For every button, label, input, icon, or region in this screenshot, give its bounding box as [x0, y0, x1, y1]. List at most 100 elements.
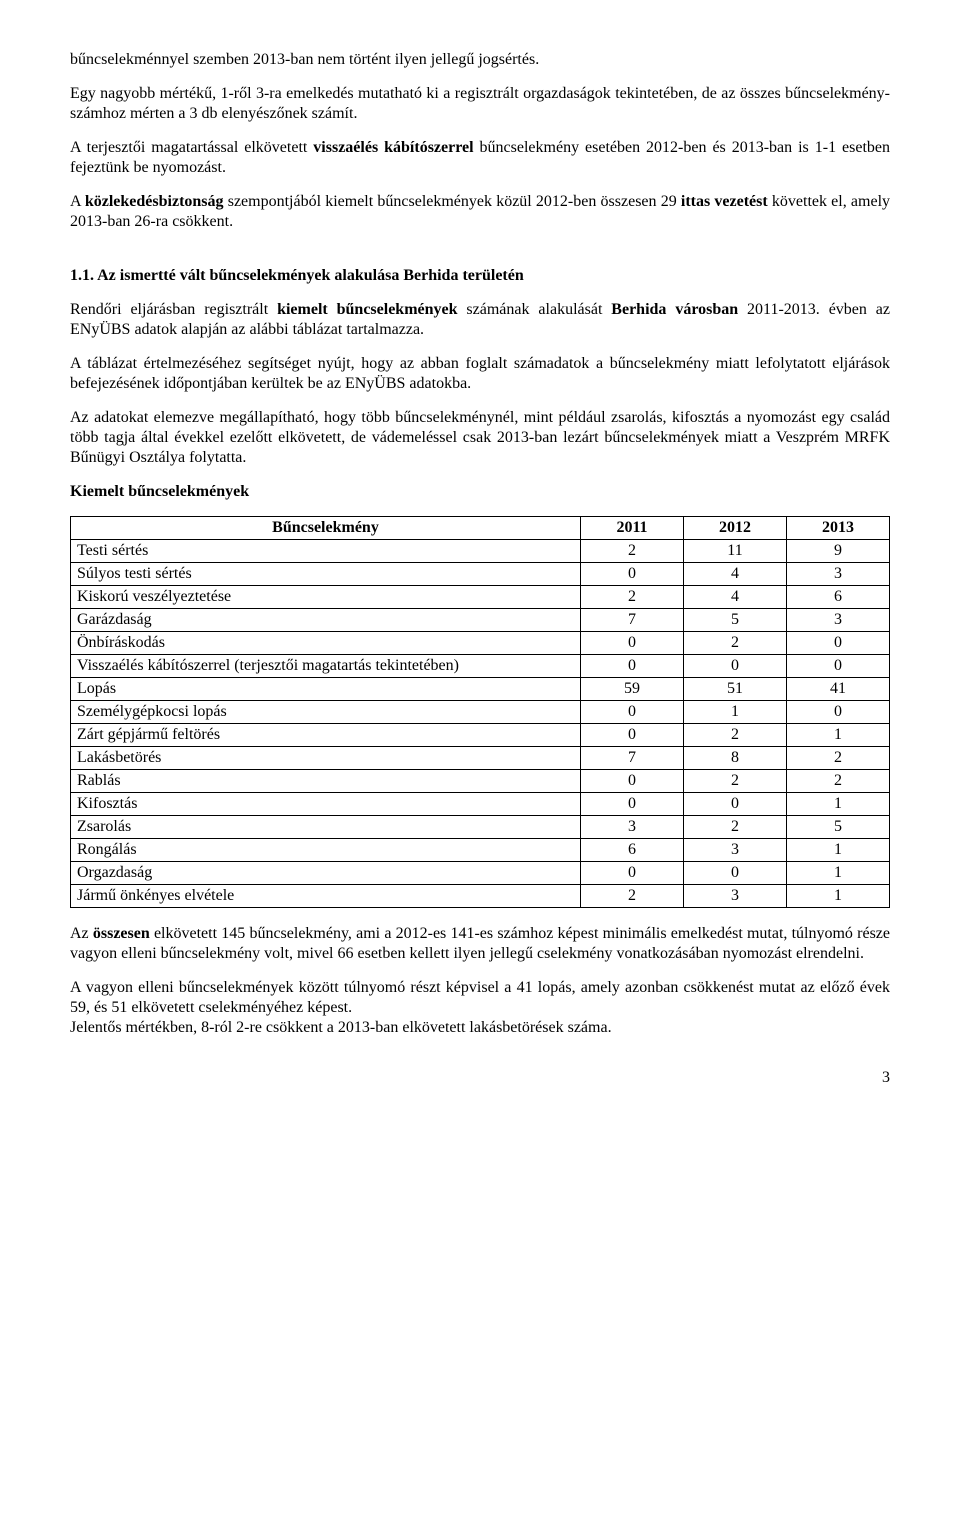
col-header-2013: 2013 — [787, 517, 890, 540]
paragraph: A közlekedésbiztonság szempontjából kiem… — [70, 192, 890, 232]
table-row: Kifosztás001 — [71, 793, 890, 816]
crime-value: 3 — [787, 609, 890, 632]
bold-text: Berhida városban — [611, 301, 738, 318]
table-row: Zárt gépjármű feltörés021 — [71, 724, 890, 747]
crime-name: Kifosztás — [71, 793, 581, 816]
crime-name: Önbíráskodás — [71, 632, 581, 655]
text: szempontjából kiemelt bűncselekmények kö… — [224, 193, 681, 210]
table-row: Kiskorú veszélyeztetése246 — [71, 586, 890, 609]
crime-value: 2 — [787, 770, 890, 793]
crime-value: 2 — [581, 885, 684, 908]
paragraph: A terjesztői magatartással elkövetett vi… — [70, 138, 890, 178]
crime-value: 5 — [684, 609, 787, 632]
crime-value: 6 — [581, 839, 684, 862]
crime-value: 9 — [787, 540, 890, 563]
table-row: Zsarolás325 — [71, 816, 890, 839]
crime-value: 6 — [787, 586, 890, 609]
crime-name: Rongálás — [71, 839, 581, 862]
paragraph: Rendőri eljárásban regisztrált kiemelt b… — [70, 300, 890, 340]
crime-value: 2 — [684, 632, 787, 655]
crime-value: 2 — [684, 724, 787, 747]
crime-name: Orgazdaság — [71, 862, 581, 885]
page-number: 3 — [70, 1068, 890, 1088]
text: A terjesztői magatartással elkövetett — [70, 139, 313, 156]
crime-value: 0 — [581, 862, 684, 885]
col-header-2011: 2011 — [581, 517, 684, 540]
text: számának alakulását — [458, 301, 612, 318]
crime-value: 0 — [787, 701, 890, 724]
table-row: Rongálás631 — [71, 839, 890, 862]
crime-name: Kiskorú veszélyeztetése — [71, 586, 581, 609]
crime-value: 2 — [581, 586, 684, 609]
crime-value: 7 — [581, 609, 684, 632]
table-row: Visszaélés kábítószerrel (terjesztői mag… — [71, 655, 890, 678]
crime-name: Személygépkocsi lopás — [71, 701, 581, 724]
paragraph: Az adatokat elemezve megállapítható, hog… — [70, 408, 890, 468]
crime-value: 0 — [787, 632, 890, 655]
text: elkövetett 145 bűncselekmény, ami a 2012… — [70, 925, 890, 962]
table-row: Orgazdaság001 — [71, 862, 890, 885]
crime-value: 3 — [684, 885, 787, 908]
crime-value: 0 — [787, 655, 890, 678]
crime-table: Bűncselekmény 2011 2012 2013 Testi sérté… — [70, 516, 890, 908]
paragraph: Az összesen elkövetett 145 bűncselekmény… — [70, 924, 890, 964]
bold-text: kiemelt bűncselekmények — [277, 301, 457, 318]
crime-value: 0 — [581, 701, 684, 724]
crime-name: Garázdaság — [71, 609, 581, 632]
crime-name: Lakásbetörés — [71, 747, 581, 770]
crime-value: 2 — [581, 540, 684, 563]
crime-name: Lopás — [71, 678, 581, 701]
crime-value: 8 — [684, 747, 787, 770]
text: Rendőri eljárásban regisztrált — [70, 301, 277, 318]
crime-value: 5 — [787, 816, 890, 839]
paragraph: A táblázat értelmezéséhez segítséget nyú… — [70, 354, 890, 394]
col-header-2012: 2012 — [684, 517, 787, 540]
crime-value: 1 — [787, 862, 890, 885]
crime-value: 1 — [787, 839, 890, 862]
crime-value: 1 — [684, 701, 787, 724]
table-row: Testi sértés2119 — [71, 540, 890, 563]
crime-value: 1 — [787, 793, 890, 816]
bold-text: összesen — [93, 925, 150, 942]
crime-value: 0 — [684, 793, 787, 816]
crime-value: 0 — [684, 655, 787, 678]
col-header-name: Bűncselekmény — [71, 517, 581, 540]
crime-value: 41 — [787, 678, 890, 701]
table-row: Rablás022 — [71, 770, 890, 793]
table-row: Személygépkocsi lopás010 — [71, 701, 890, 724]
crime-value: 1 — [787, 724, 890, 747]
crime-value: 0 — [581, 655, 684, 678]
bold-text: közlekedésbiztonság — [85, 193, 224, 210]
table-row: Garázdaság753 — [71, 609, 890, 632]
crime-value: 0 — [581, 724, 684, 747]
crime-value: 0 — [581, 793, 684, 816]
paragraph: Egy nagyobb mértékű, 1-ről 3-ra emelkedé… — [70, 84, 890, 124]
crime-name: Zsarolás — [71, 816, 581, 839]
bold-text: ittas vezetést — [681, 193, 768, 210]
crime-value: 7 — [581, 747, 684, 770]
table-row: Önbíráskodás020 — [71, 632, 890, 655]
text: A — [70, 193, 85, 210]
crime-value: 2 — [787, 747, 890, 770]
table-row: Jármű önkényes elvétele231 — [71, 885, 890, 908]
crime-value: 2 — [684, 816, 787, 839]
crime-value: 59 — [581, 678, 684, 701]
crime-value: 3 — [581, 816, 684, 839]
paragraph: Jelentős mértékben, 8-ról 2-re csökkent … — [70, 1018, 890, 1038]
crime-value: 0 — [581, 632, 684, 655]
crime-name: Jármű önkényes elvétele — [71, 885, 581, 908]
table-header-row: Bűncselekmény 2011 2012 2013 — [71, 517, 890, 540]
crime-value: 1 — [787, 885, 890, 908]
crime-value: 4 — [684, 586, 787, 609]
crime-value: 3 — [787, 563, 890, 586]
crime-name: Rablás — [71, 770, 581, 793]
crime-name: Zárt gépjármű feltörés — [71, 724, 581, 747]
crime-value: 3 — [684, 839, 787, 862]
crime-value: 0 — [581, 770, 684, 793]
crime-name: Testi sértés — [71, 540, 581, 563]
paragraph: A vagyon elleni bűncselekmények között t… — [70, 978, 890, 1018]
table-row: Súlyos testi sértés043 — [71, 563, 890, 586]
crime-value: 51 — [684, 678, 787, 701]
table-row: Lakásbetörés782 — [71, 747, 890, 770]
paragraph: bűncselekménnyel szemben 2013-ban nem tö… — [70, 50, 890, 70]
